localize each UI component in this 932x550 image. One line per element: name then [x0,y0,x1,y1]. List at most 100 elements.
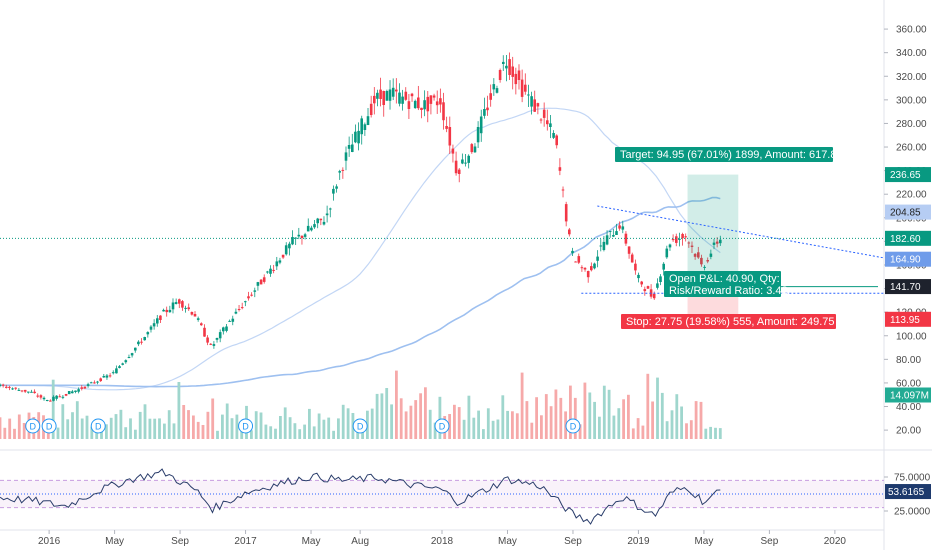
candle-body [313,224,316,228]
candle-body [684,236,687,238]
candle-body [712,242,716,245]
candle-body [0,384,2,386]
volume-bar [235,414,239,439]
candle-body [407,101,411,109]
candle-body [247,296,250,299]
price-tag-stop-label: 113.95 [890,315,920,326]
price-tick-label: 260.00 [896,143,927,154]
candle-body [715,241,719,244]
candle-body [432,95,436,98]
volume-bar [404,411,408,439]
volume-bar [428,409,432,439]
candle-body [357,130,360,144]
candle-body [159,315,162,320]
volume-bar [651,401,654,439]
candle-body [470,144,474,153]
candle-body [577,256,581,263]
candle-body [442,102,445,121]
candle-body [55,395,58,399]
volume-bar [17,414,21,439]
volume-bar [395,370,398,439]
volume-bar [51,379,55,439]
time-tick-label: May [302,536,321,547]
candle-body [656,283,659,288]
price-tag-target-label: 236.65 [890,170,921,181]
time-tick-label: 2017 [234,536,257,547]
volume-bar [704,428,708,439]
volume-bar [448,414,451,439]
time-tick-label: 2016 [38,536,61,547]
candle-body [634,263,637,271]
dividend-icon [90,418,106,434]
candle-body [8,386,11,388]
volume-bar [196,421,200,439]
candle-body [646,286,650,289]
candle-body [96,381,99,383]
candle-body [382,91,385,105]
candle-body [152,323,156,327]
candle-body [612,235,615,237]
candle-body [222,327,225,332]
candle-body [508,59,511,75]
candle-body [549,123,552,127]
price-tag-target [885,167,931,183]
candle-body [546,120,549,125]
candle-body [80,387,84,389]
candle-body [536,103,540,107]
candle-body [67,391,71,395]
candle-body [5,386,8,388]
candle-body [615,231,618,235]
candle-body [404,91,408,100]
candle-body [83,386,87,389]
volume-bar [375,393,379,439]
volume-bar [699,401,703,439]
volume-bar [540,415,543,439]
volume-bar [182,405,186,439]
volume-bar [675,394,679,439]
volume-bar [114,414,118,439]
stop-label-text: Stop: 27.75 (19.58%) 555, Amount: 249.75 [626,316,835,328]
candle-body [99,378,102,382]
candle-body [118,366,121,368]
candle-body [225,326,228,331]
volume-bar [124,427,128,439]
candle-body [467,155,470,163]
volume-bar [143,404,147,439]
volume-bar [656,377,659,439]
volume-bar [520,372,524,439]
candle-body [200,323,203,326]
candle-body [319,218,323,221]
volume-bar [158,418,161,439]
candle-body [376,92,379,99]
time-tick-label: May [694,536,713,547]
volume-bar [22,423,26,439]
candle-body [140,341,143,343]
volume-bar [665,421,669,439]
volume-bar [317,413,321,439]
volume-bar [462,419,466,439]
volume-bar [288,417,292,439]
volume-bar [588,392,592,439]
candle-body [435,101,439,106]
target-label-box [615,147,833,162]
candle-body [39,395,43,398]
candle-body [571,250,574,254]
time-tick-label: 2020 [824,536,847,547]
volume-bar [689,420,693,439]
candle-body [162,309,165,312]
volume-bar [641,425,645,439]
volume-bar [283,407,287,439]
candle-body [45,400,49,401]
volume-bar [298,429,302,439]
candle-body [127,357,131,358]
volume-bar [549,406,553,439]
volume-bar [685,423,688,439]
candle-body [300,235,304,238]
volume-bar [341,404,345,439]
candle-body [454,160,458,174]
volume-bar [13,428,16,439]
volume-bar [8,418,12,439]
volume-bar [75,401,79,439]
